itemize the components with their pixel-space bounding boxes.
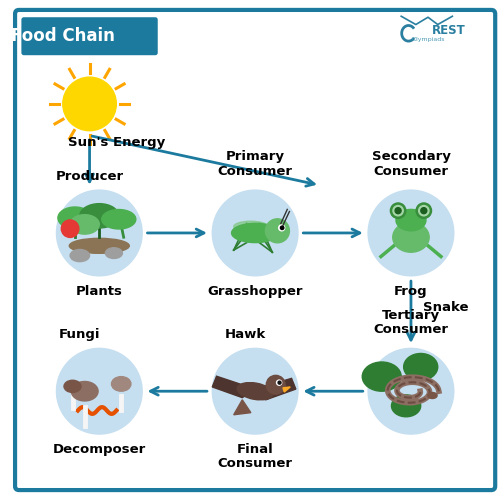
Circle shape [278,225,284,231]
Circle shape [390,203,406,218]
Text: Tertiary
Consumer: Tertiary Consumer [374,308,448,336]
Circle shape [368,190,454,276]
Ellipse shape [70,238,130,254]
Text: Producer: Producer [56,170,124,183]
Text: Grasshopper: Grasshopper [208,284,303,298]
Ellipse shape [58,207,92,229]
Circle shape [368,348,454,434]
Ellipse shape [102,210,136,229]
Text: Final
Consumer: Final Consumer [218,443,292,470]
Ellipse shape [396,210,426,231]
Circle shape [418,206,429,216]
Ellipse shape [404,354,438,380]
Text: Plants: Plants [76,284,122,298]
Circle shape [56,348,142,434]
Circle shape [393,206,403,216]
Circle shape [62,220,79,238]
Circle shape [212,348,298,434]
Text: Sun's Energy: Sun's Energy [68,136,165,148]
Ellipse shape [234,221,268,232]
Polygon shape [234,400,251,415]
Ellipse shape [362,362,401,391]
Polygon shape [212,376,255,398]
Circle shape [266,376,285,394]
Ellipse shape [112,376,131,391]
Ellipse shape [237,382,273,400]
Ellipse shape [392,395,420,417]
Circle shape [278,381,281,384]
Text: Frog: Frog [394,284,428,298]
Text: Primary
Consumer: Primary Consumer [218,150,292,178]
Text: Snake: Snake [423,300,469,314]
Ellipse shape [64,380,81,392]
Ellipse shape [70,250,89,262]
Circle shape [212,190,298,276]
FancyBboxPatch shape [22,17,158,55]
Text: REST: REST [432,24,465,38]
Circle shape [421,208,427,214]
Text: Hawk: Hawk [225,328,266,341]
Text: Fungi: Fungi [59,328,100,341]
Text: Decomposer: Decomposer [52,443,146,456]
Circle shape [395,208,401,214]
Ellipse shape [428,392,437,398]
Ellipse shape [232,224,278,242]
Circle shape [280,226,284,230]
Circle shape [266,219,289,243]
Circle shape [276,380,281,385]
Ellipse shape [106,248,122,258]
Circle shape [56,190,142,276]
Polygon shape [255,378,296,400]
Circle shape [63,77,116,130]
FancyBboxPatch shape [15,10,495,490]
Polygon shape [283,387,290,392]
Circle shape [416,203,432,218]
Ellipse shape [72,382,98,401]
Text: Food Chain: Food Chain [11,27,115,45]
Text: Olympiads: Olympiads [412,37,445,42]
Ellipse shape [392,222,429,252]
Ellipse shape [70,214,100,234]
Text: Secondary
Consumer: Secondary Consumer [372,150,450,178]
Ellipse shape [80,204,119,228]
